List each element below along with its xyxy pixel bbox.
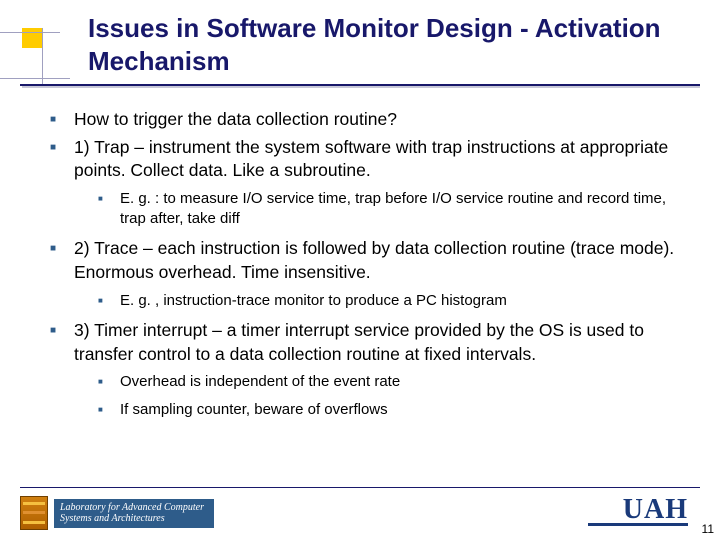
bullet-text: E. g. , instruction-trace monitor to pro… — [120, 291, 682, 311]
title-underline-shadow — [22, 86, 700, 88]
bullet-sub-item: ■ E. g. : to measure I/O service time, t… — [98, 189, 682, 230]
bullet-item: ■ 1) Trap – instrument the system softwa… — [50, 136, 682, 183]
footer-divider — [20, 487, 700, 488]
bullet-item: ■ 2) Trace – each instruction is followe… — [50, 237, 682, 284]
accent-line-top — [0, 32, 60, 33]
uah-logo: UAH — [588, 497, 688, 522]
bullet-text: Overhead is independent of the event rat… — [120, 372, 682, 392]
bullet-marker-icon: ■ — [98, 400, 120, 420]
bullet-text: If sampling counter, beware of overflows — [120, 400, 682, 420]
bullet-sub-item: ■ E. g. , instruction-trace monitor to p… — [98, 291, 682, 311]
bullet-sub-item: ■ If sampling counter, beware of overflo… — [98, 400, 682, 420]
title-block: Issues in Software Monitor Design - Acti… — [88, 12, 688, 77]
bullet-text: 1) Trap – instrument the system software… — [74, 136, 682, 183]
bullet-item: ■ 3) Timer interrupt – a timer interrupt… — [50, 319, 682, 366]
title-underline — [20, 84, 700, 86]
bullet-marker-icon: ■ — [50, 237, 74, 284]
page-number: 11 — [702, 522, 714, 536]
bullet-marker-icon: ■ — [98, 291, 120, 311]
footer-left: Laboratory for Advanced Computer Systems… — [20, 496, 214, 530]
lab-line2: Systems and Architectures — [60, 513, 204, 525]
bullet-marker-icon: ■ — [50, 108, 74, 132]
lab-name-badge: Laboratory for Advanced Computer Systems… — [54, 499, 214, 528]
bullet-sub-item: ■ Overhead is independent of the event r… — [98, 372, 682, 392]
slide: Issues in Software Monitor Design - Acti… — [0, 0, 720, 540]
bullet-marker-icon: ■ — [98, 372, 120, 392]
accent-line-bottom — [0, 78, 70, 79]
content-body: ■ How to trigger the data collection rou… — [50, 108, 682, 429]
bullet-text: How to trigger the data collection routi… — [74, 108, 682, 132]
bullet-text: 3) Timer interrupt – a timer interrupt s… — [74, 319, 682, 366]
bullet-marker-icon: ■ — [50, 319, 74, 366]
page-title: Issues in Software Monitor Design - Acti… — [88, 12, 688, 77]
accent-square — [22, 28, 42, 48]
bullet-marker-icon: ■ — [50, 136, 74, 183]
bullet-marker-icon: ■ — [98, 189, 120, 230]
lab-icon — [20, 496, 48, 530]
accent-line-vert — [42, 28, 43, 84]
lab-line1: Laboratory for Advanced Computer — [60, 502, 204, 514]
bullet-text: 2) Trace – each instruction is followed … — [74, 237, 682, 284]
bullet-text: E. g. : to measure I/O service time, tra… — [120, 189, 682, 230]
footer-right: UAH — [588, 497, 688, 526]
bullet-item: ■ How to trigger the data collection rou… — [50, 108, 682, 132]
